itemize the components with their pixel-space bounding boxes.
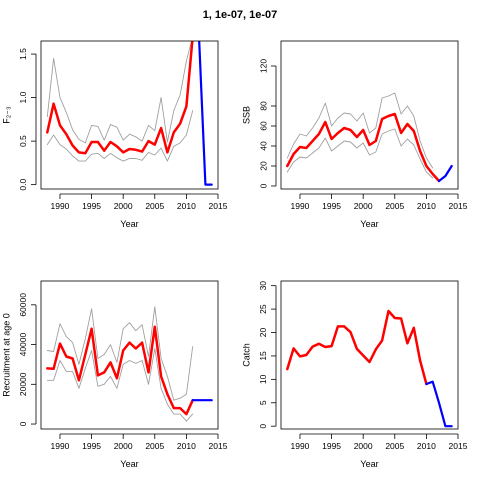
y-axis-title: SSB [241, 106, 251, 124]
y-tick-label: 0.5 [18, 135, 28, 147]
panel-1: 1990 1995 2000 2005 2010 2015 0.0 0.5 1.0 1.5 Year… [1, 40, 228, 229]
x-tick-label: 2000 [114, 441, 133, 451]
x-tick-label: 2005 [145, 441, 164, 451]
y-axis-title: F₂₋₃ [1, 106, 11, 124]
y-tick-label: 25 [258, 304, 268, 314]
series-estimate-line [286, 309, 428, 386]
x-tick-label: 2000 [114, 201, 133, 211]
plot-frame [40, 280, 219, 430]
y-tick-label: 120 [258, 59, 268, 73]
series-group [46, 306, 213, 422]
x-tick-label: 2010 [177, 201, 196, 211]
x-tick-label: 2005 [385, 441, 404, 451]
y-tick-label: 0.0 [18, 178, 28, 190]
series-lower-line [46, 348, 194, 422]
panel-2: 1990 1995 2000 2005 2010 2015 0 20 40 60 80 120 Year… [241, 40, 468, 229]
series-lower-line [46, 110, 194, 162]
x-tick-label: 1990 [291, 441, 310, 451]
x-tick-label: 2015 [209, 441, 228, 451]
x-axis-title: Year [120, 219, 138, 229]
y-tick-label: 40000 [18, 332, 28, 356]
y-tick-label: 10 [258, 374, 268, 384]
series-group [286, 92, 453, 183]
y-axis-title: Recruitment at age 0 [1, 313, 11, 397]
plot-frame [280, 40, 459, 190]
series-upper-line [286, 92, 434, 169]
x-tick-label: 2010 [417, 201, 436, 211]
y-axis-title: Catch [241, 343, 251, 367]
x-tick-label: 2010 [177, 441, 196, 451]
plot-frame [40, 40, 219, 190]
y-tick-label: 40 [258, 141, 268, 151]
y-tick-label: 15 [258, 351, 268, 361]
x-tick-label: 2015 [449, 201, 468, 211]
y-tick-label: 20 [258, 328, 268, 338]
series-projection-line [437, 164, 453, 183]
x-tick-label: 1995 [322, 441, 341, 451]
panel-3: 1990 1995 2000 2005 2010 2015 0 20000 40000 60000… [1, 280, 228, 469]
x-tick-label: 2005 [145, 201, 164, 211]
x-axis-title: Year [120, 459, 138, 469]
x-tick-label: 1995 [82, 201, 101, 211]
figure-title: 1, 1e-07, 1e-07 [202, 9, 278, 21]
series-lower-line [286, 128, 434, 179]
x-tick-label: 1990 [51, 441, 70, 451]
x-tick-label: 1995 [322, 201, 341, 211]
y-tick-label: 20 [258, 161, 268, 171]
x-tick-label: 2000 [354, 441, 373, 451]
x-tick-label: 1990 [51, 201, 70, 211]
series-upper-line [46, 306, 194, 401]
series-estimate-line [46, 325, 194, 416]
x-axis-title: Year [360, 219, 378, 229]
y-tick-label: 0 [258, 424, 268, 429]
y-tick-label: 1.0 [18, 91, 28, 103]
x-tick-label: 2005 [385, 201, 404, 211]
series-group [46, 41, 213, 186]
y-tick-label: 60000 [18, 293, 28, 317]
y-tick-label: 30 [258, 281, 268, 291]
series-estimate-line [286, 112, 441, 183]
panel-4: 1990 1995 2000 2005 2010 2015 0 5 10 15 20 25 30 Year… [241, 280, 468, 469]
y-tick-label: 0 [258, 183, 268, 188]
x-tick-label: 2015 [209, 201, 228, 211]
y-tick-label: 1.5 [18, 48, 28, 60]
x-tick-label: 2015 [449, 441, 468, 451]
series-projection-line [425, 380, 453, 428]
x-tick-label: 1995 [82, 441, 101, 451]
series-group [286, 309, 453, 428]
y-tick-label: 80 [258, 101, 268, 111]
y-tick-label: 60 [258, 121, 268, 131]
x-tick-label: 2000 [354, 201, 373, 211]
y-tick-label: 0 [18, 421, 28, 426]
x-tick-label: 2010 [417, 441, 436, 451]
plot-frame [280, 280, 459, 430]
x-axis-title: Year [360, 459, 378, 469]
series-projection-line [198, 41, 213, 186]
y-tick-label: 5 [258, 400, 268, 405]
series-estimate-line [46, 41, 194, 155]
y-tick-label: 20000 [18, 372, 28, 396]
series-upper-line [46, 41, 193, 144]
x-tick-label: 1990 [291, 201, 310, 211]
